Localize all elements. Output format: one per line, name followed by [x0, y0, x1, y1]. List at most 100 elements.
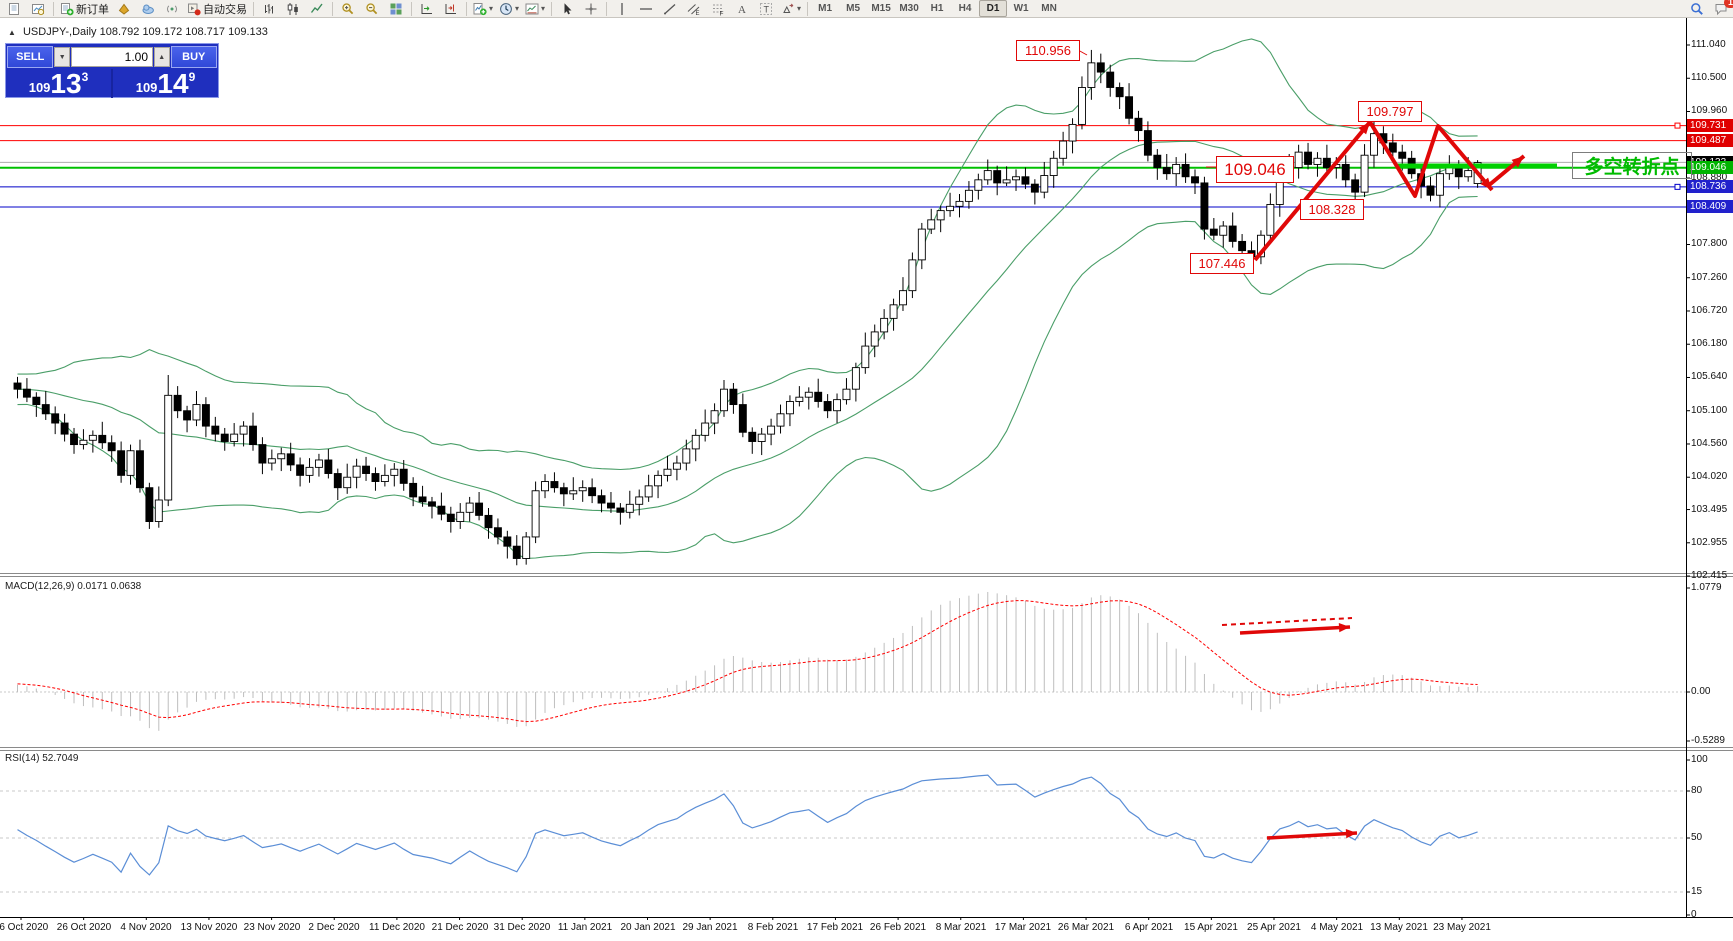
line-chart-button[interactable]	[305, 0, 329, 18]
time-axis-label: 11 Dec 2020	[369, 922, 425, 933]
ask-pips: 14	[157, 68, 189, 99]
candlestick-chart-button[interactable]	[281, 0, 305, 18]
volume-increase-button[interactable]: ▲	[154, 47, 170, 67]
search-button[interactable]	[1685, 0, 1709, 18]
signals-icon	[165, 2, 179, 16]
time-axis-label: 13 May 2021	[1370, 922, 1428, 933]
one-click-trading-panel: SELL ▼ ▲ BUY 109 13 3 109 14 9	[5, 43, 219, 98]
autotrading-button[interactable]: 自动交易	[184, 0, 250, 18]
macd-pane[interactable]	[0, 591, 1686, 731]
toolbar-separator	[253, 1, 254, 16]
rsi-scale-label: 100	[1691, 754, 1708, 765]
equidistant-channel-icon: E	[687, 2, 701, 16]
timeframe-w1-button[interactable]: W1	[1013, 3, 1029, 14]
macd-scale-label: -0.5289	[1691, 735, 1725, 746]
main-price-pane[interactable]	[0, 38, 1686, 566]
templates-icon	[525, 2, 539, 16]
timeframe-h1-button[interactable]: H1	[930, 3, 944, 14]
price-axis-tick: 102.955	[1691, 537, 1728, 548]
time-axis-label: 26 Oct 2020	[56, 922, 112, 933]
price-axis-tick: 105.640	[1691, 371, 1728, 382]
price-axis-tick: 104.560	[1691, 438, 1728, 449]
price-axis-tick: 109.960	[1691, 105, 1728, 116]
price-axis-tick: 107.260	[1691, 272, 1728, 283]
fibonacci-button[interactable]: F	[706, 0, 730, 18]
timeframe-m15-button[interactable]: M15	[871, 3, 891, 14]
auto-scroll-button[interactable]	[415, 0, 439, 18]
cursor-button[interactable]	[555, 0, 579, 18]
vertical-line-icon	[615, 2, 629, 16]
trendline-icon	[663, 2, 677, 16]
templates-button[interactable]: ▾	[522, 0, 548, 18]
dropdown-caret-icon: ▾	[515, 3, 520, 13]
market-button[interactable]	[112, 0, 136, 18]
timeframe-m1-button[interactable]: M1	[818, 3, 833, 14]
periods-button[interactable]: ▾	[496, 0, 522, 18]
text-label-button[interactable]: T	[754, 0, 778, 18]
svg-text:T: T	[764, 4, 770, 14]
periods-icon	[499, 2, 513, 16]
zoom-out-button[interactable]	[360, 0, 384, 18]
collapse-quote-icon[interactable]: ▲	[8, 28, 16, 37]
pivot-point-label[interactable]: 多空转折点	[1572, 152, 1692, 179]
autotrading-icon	[187, 2, 201, 16]
text-icon: A	[735, 2, 749, 16]
dropdown-caret-icon: ▾	[541, 3, 546, 13]
community-button[interactable]	[136, 0, 160, 18]
label-108328[interactable]: 108.328	[1300, 199, 1364, 220]
buy-button[interactable]: BUY	[170, 46, 217, 68]
tile-windows-icon	[389, 2, 403, 16]
volume-decrease-button[interactable]: ▼	[54, 47, 70, 67]
trendline-button[interactable]	[658, 0, 682, 18]
signals-button[interactable]	[160, 0, 184, 18]
time-axis-label: 17 Feb 2021	[806, 922, 864, 933]
label-109046[interactable]: 109.046	[1216, 156, 1294, 183]
equidistant-channel-button[interactable]: E	[682, 0, 706, 18]
time-axis-label: 20 Jan 2021	[620, 922, 676, 933]
rsi-scale-label: 0	[1691, 909, 1697, 920]
timeframe-d1-button[interactable]: D1	[979, 0, 1008, 17]
timeframe-h4-button[interactable]: H4	[958, 3, 972, 14]
chat-button[interactable]: 1	[1709, 0, 1733, 18]
svg-text:E: E	[696, 11, 700, 16]
vertical-line-button[interactable]	[610, 0, 634, 18]
volume-input[interactable]	[71, 47, 153, 67]
ask-price: 109 14 9	[113, 69, 218, 98]
chart-shift-button[interactable]	[439, 0, 463, 18]
quote-title: ▲ USDJPY-,Daily 108.792 109.172 108.717 …	[8, 26, 268, 38]
profiles-button[interactable]	[26, 0, 50, 18]
new-order-button[interactable]: 新订单	[57, 0, 112, 18]
bar-chart-button[interactable]	[257, 0, 281, 18]
shapes-button[interactable]: ▾	[778, 0, 804, 18]
price-axis-tick: 103.495	[1691, 504, 1728, 515]
notification-badge: 1	[1723, 0, 1733, 8]
indicators-button[interactable]: ▾	[470, 0, 496, 18]
zoom-in-button[interactable]	[336, 0, 360, 18]
auto-scroll-icon	[420, 2, 434, 16]
rsi-label: RSI(14) 52.7049	[5, 753, 79, 764]
rsi-pane[interactable]	[0, 774, 1686, 893]
label-107446[interactable]: 107.446	[1190, 253, 1254, 274]
new-chart-button[interactable]	[2, 0, 26, 18]
timeframe-m30-button[interactable]: M30	[899, 3, 919, 14]
horizontal-line-button[interactable]	[634, 0, 658, 18]
crosshair-button[interactable]	[579, 0, 603, 18]
bid-point: 3	[81, 70, 89, 84]
ohlc-open: 108.792	[99, 26, 140, 38]
timeframe-m5-button[interactable]: M5	[846, 3, 861, 14]
sell-button[interactable]: SELL	[7, 46, 54, 68]
price-level-badge-109046: 109.046	[1687, 161, 1733, 174]
label-109797[interactable]: 109.797	[1358, 101, 1422, 122]
timeframe-mn-button[interactable]: MN	[1041, 3, 1057, 14]
time-axis-label: 25 Apr 2021	[1247, 922, 1301, 933]
text-label-icon: T	[759, 2, 773, 16]
zoom-in-icon	[341, 2, 355, 16]
price-axis-tick: 104.020	[1691, 471, 1728, 482]
profiles-icon	[31, 2, 45, 16]
label-110956[interactable]: 110.956	[1016, 40, 1080, 61]
text-button[interactable]: A	[730, 0, 754, 18]
price-axis-tick: 111.040	[1691, 39, 1726, 50]
tile-windows-button[interactable]	[384, 0, 408, 18]
svg-text:A: A	[738, 4, 746, 16]
